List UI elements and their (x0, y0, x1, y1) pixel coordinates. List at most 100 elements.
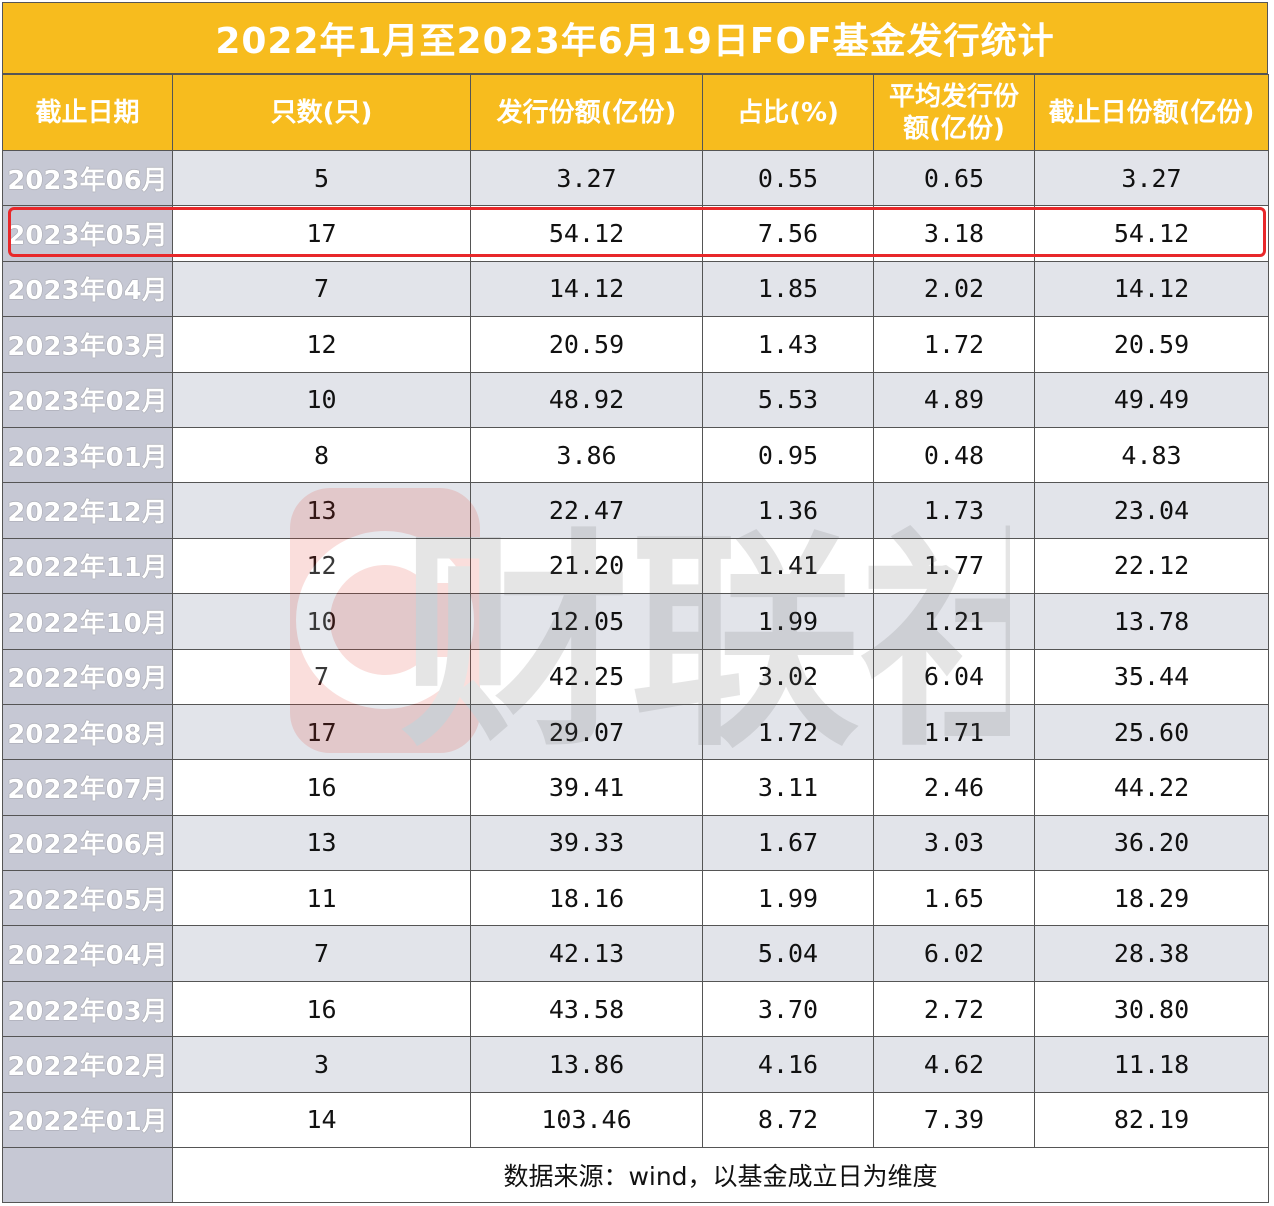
table-row: 2023年02月 10 48.92 5.53 4.89 49.49 (2, 371, 1269, 428)
header-issue-shares: 发行份额(亿份) (470, 74, 703, 151)
issue-shares-cell: 14.12 (470, 260, 703, 318)
count-cell: 10 (172, 371, 471, 428)
date-cell: 2022年09月 (2, 648, 173, 705)
footer-blank (2, 1147, 173, 1204)
date-cell: 2022年02月 (2, 1036, 173, 1093)
table-row: 2023年01月 8 3.86 0.95 0.48 4.83 (2, 426, 1269, 484)
ratio-cell: 4.16 (702, 1036, 874, 1093)
date-cell: 2022年05月 (2, 870, 173, 927)
issue-shares-cell: 42.13 (470, 925, 703, 982)
issue-shares-cell: 18.16 (470, 870, 703, 927)
count-cell: 12 (172, 316, 471, 373)
avg-shares-cell: 2.46 (873, 759, 1035, 816)
avg-shares-cell: 1.77 (873, 537, 1035, 595)
end-shares-cell: 36.20 (1034, 814, 1269, 872)
header-date: 截止日期 (2, 74, 173, 151)
avg-shares-cell: 0.48 (873, 426, 1035, 484)
data-table: 截止日期 只数(只) 发行份额(亿份) 占比(%) 平均发行份额(亿份) 截止日… (2, 74, 1269, 1204)
ratio-cell: 1.36 (702, 482, 874, 539)
header-row: 截止日期 只数(只) 发行份额(亿份) 占比(%) 平均发行份额(亿份) 截止日… (2, 74, 1269, 151)
count-cell: 14 (172, 1091, 471, 1149)
date-cell: 2023年01月 (2, 426, 173, 484)
end-shares-cell: 3.27 (1034, 149, 1269, 207)
issue-shares-cell: 48.92 (470, 371, 703, 428)
avg-shares-cell: 4.89 (873, 371, 1035, 428)
ratio-cell: 1.99 (702, 593, 874, 650)
avg-shares-cell: 3.03 (873, 814, 1035, 872)
end-shares-cell: 4.83 (1034, 426, 1269, 484)
avg-shares-cell: 1.71 (873, 703, 1035, 761)
end-shares-cell: 35.44 (1034, 648, 1269, 705)
end-shares-cell: 11.18 (1034, 1036, 1269, 1093)
avg-shares-cell: 6.04 (873, 648, 1035, 705)
count-cell: 7 (172, 925, 471, 982)
issue-shares-cell: 103.46 (470, 1091, 703, 1149)
count-cell: 3 (172, 1036, 471, 1093)
ratio-cell: 1.72 (702, 703, 874, 761)
avg-shares-cell: 3.18 (873, 205, 1035, 262)
count-cell: 13 (172, 482, 471, 539)
table-title: 2022年1月至2023年6月19日FOF基金发行统计 (2, 2, 1268, 74)
count-cell: 16 (172, 980, 471, 1038)
count-cell: 7 (172, 260, 471, 318)
avg-shares-cell: 1.21 (873, 593, 1035, 650)
end-shares-cell: 20.59 (1034, 316, 1269, 373)
issue-shares-cell: 3.86 (470, 426, 703, 484)
issue-shares-cell: 39.41 (470, 759, 703, 816)
date-cell: 2023年02月 (2, 371, 173, 428)
count-cell: 17 (172, 205, 471, 262)
end-shares-cell: 18.29 (1034, 870, 1269, 927)
date-cell: 2022年08月 (2, 703, 173, 761)
date-cell: 2023年05月 (2, 205, 173, 262)
table-row: 2022年03月 16 43.58 3.70 2.72 30.80 (2, 980, 1269, 1038)
date-cell: 2022年03月 (2, 980, 173, 1038)
end-shares-cell: 14.12 (1034, 260, 1269, 318)
ratio-cell: 3.02 (702, 648, 874, 705)
count-cell: 13 (172, 814, 471, 872)
ratio-cell: 1.41 (702, 537, 874, 595)
table-row: 2022年11月 12 21.20 1.41 1.77 22.12 (2, 537, 1269, 595)
table-row: 2023年03月 12 20.59 1.43 1.72 20.59 (2, 316, 1269, 373)
table-row: 2022年12月 13 22.47 1.36 1.73 23.04 (2, 482, 1269, 539)
date-cell: 2023年06月 (2, 149, 173, 207)
table-row: 2022年10月 10 12.05 1.99 1.21 13.78 (2, 593, 1269, 650)
header-ratio: 占比(%) (702, 74, 874, 151)
issue-shares-cell: 20.59 (470, 316, 703, 373)
avg-shares-cell: 1.65 (873, 870, 1035, 927)
count-cell: 11 (172, 870, 471, 927)
issue-shares-cell: 29.07 (470, 703, 703, 761)
date-cell: 2023年04月 (2, 260, 173, 318)
avg-shares-cell: 1.72 (873, 316, 1035, 373)
issue-shares-cell: 54.12 (470, 205, 703, 262)
data-source-note: 数据来源：wind，以基金成立日为维度 (172, 1147, 1269, 1204)
count-cell: 8 (172, 426, 471, 484)
date-cell: 2022年10月 (2, 593, 173, 650)
date-cell: 2022年01月 (2, 1091, 173, 1149)
ratio-cell: 7.56 (702, 205, 874, 262)
end-shares-cell: 22.12 (1034, 537, 1269, 595)
avg-shares-cell: 2.72 (873, 980, 1035, 1038)
date-cell: 2022年06月 (2, 814, 173, 872)
ratio-cell: 0.55 (702, 149, 874, 207)
table-row: 2022年06月 13 39.33 1.67 3.03 36.20 (2, 814, 1269, 872)
date-cell: 2022年11月 (2, 537, 173, 595)
ratio-cell: 1.43 (702, 316, 874, 373)
end-shares-cell: 82.19 (1034, 1091, 1269, 1149)
count-cell: 10 (172, 593, 471, 650)
header-avg-shares: 平均发行份额(亿份) (873, 74, 1035, 151)
table-row: 2022年09月 7 42.25 3.02 6.04 35.44 (2, 648, 1269, 705)
issue-shares-cell: 22.47 (470, 482, 703, 539)
issue-shares-cell: 3.27 (470, 149, 703, 207)
avg-shares-cell: 2.02 (873, 260, 1035, 318)
table-row: 2023年06月 5 3.27 0.55 0.65 3.27 (2, 149, 1269, 207)
header-end-shares: 截止日份额(亿份) (1034, 74, 1269, 151)
issue-shares-cell: 39.33 (470, 814, 703, 872)
ratio-cell: 3.70 (702, 980, 874, 1038)
ratio-cell: 3.11 (702, 759, 874, 816)
end-shares-cell: 23.04 (1034, 482, 1269, 539)
ratio-cell: 1.67 (702, 814, 874, 872)
count-cell: 5 (172, 149, 471, 207)
date-cell: 2022年04月 (2, 925, 173, 982)
end-shares-cell: 54.12 (1034, 205, 1269, 262)
